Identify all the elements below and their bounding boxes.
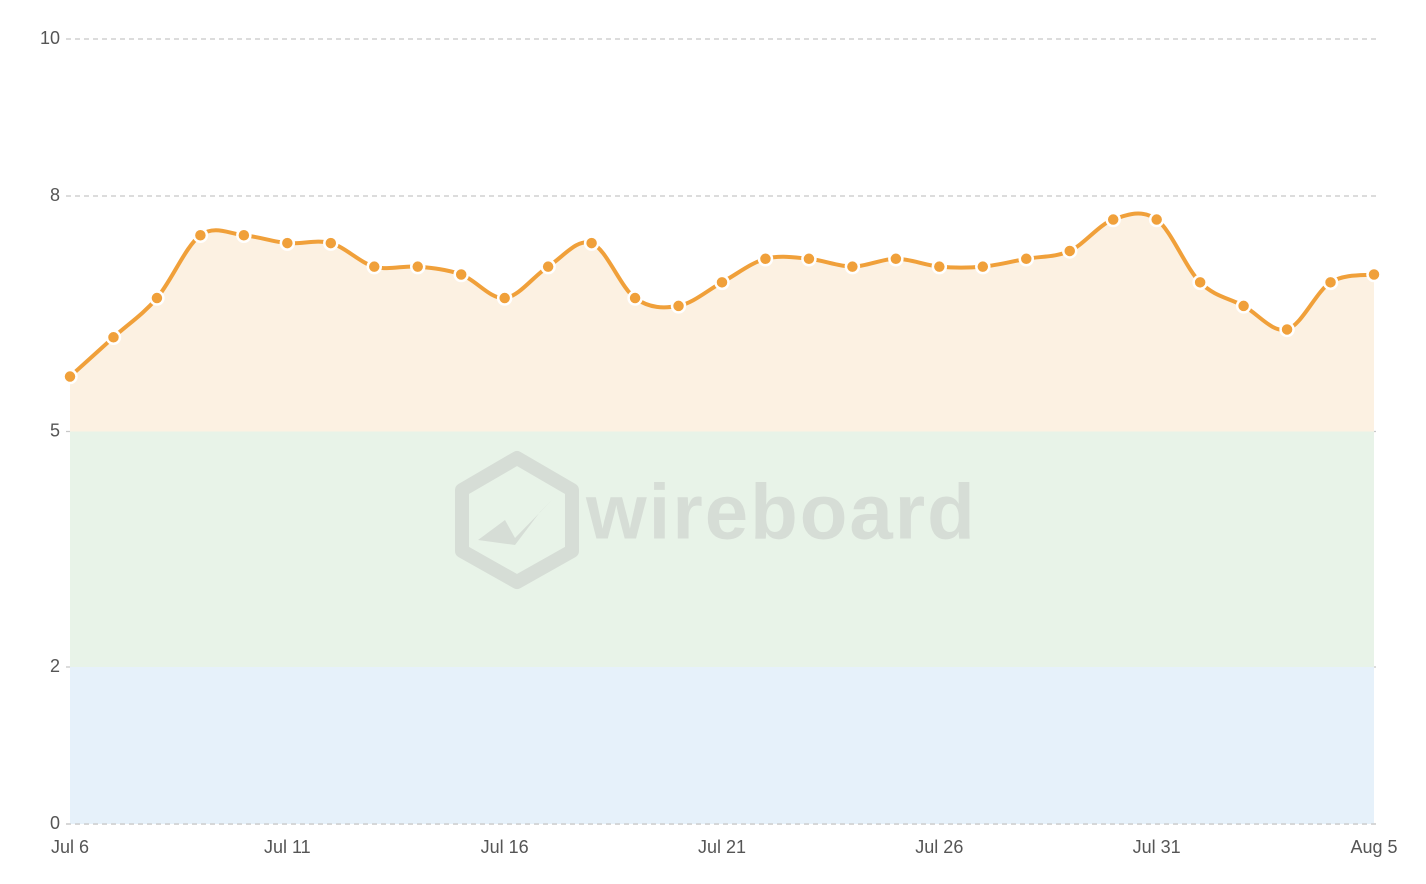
point [496, 290, 513, 306]
watermark-text: wireboard [585, 468, 977, 556]
point [1366, 266, 1382, 283]
point [366, 258, 383, 275]
y-tick-label: 5 [50, 420, 60, 440]
point [801, 251, 817, 267]
point [1061, 243, 1078, 259]
point [1105, 211, 1121, 228]
point [1322, 274, 1339, 291]
point [888, 251, 904, 267]
point [670, 298, 687, 314]
x-tick-label: Jul 21 [698, 837, 746, 857]
point [105, 329, 122, 346]
watermark: wireboard [455, 451, 977, 589]
point [714, 274, 730, 291]
point [583, 235, 600, 251]
point [1235, 298, 1252, 314]
point [757, 251, 774, 267]
x-tick-label: Jul 11 [264, 837, 311, 857]
point [540, 258, 556, 275]
y-tick-label: 8 [50, 185, 60, 205]
point [409, 258, 426, 275]
point [1018, 251, 1035, 267]
band [70, 667, 1374, 824]
watermark-icon [455, 451, 579, 589]
y-tick-label: 0 [50, 813, 60, 833]
watermark-check [478, 500, 552, 545]
point [192, 227, 209, 243]
point [1279, 321, 1295, 338]
x-tick-label: Aug 5 [1350, 837, 1397, 857]
y-tick-label: 2 [50, 656, 60, 676]
point [236, 227, 252, 243]
y-tick-label: 10 [40, 28, 60, 48]
point [1148, 211, 1165, 228]
point [627, 290, 643, 306]
x-tick-label: Jul 16 [481, 837, 529, 857]
point [844, 258, 861, 275]
point [323, 235, 339, 251]
band [70, 431, 1374, 667]
point [931, 258, 948, 275]
point [62, 368, 78, 385]
x-tick-label: Jul 6 [51, 837, 89, 857]
x-tick-label: Jul 31 [1133, 837, 1181, 857]
x-tick-label: Jul 26 [915, 837, 963, 857]
point [279, 235, 296, 251]
point [453, 266, 469, 283]
point [975, 258, 991, 275]
point [1192, 274, 1208, 291]
point [149, 290, 165, 306]
